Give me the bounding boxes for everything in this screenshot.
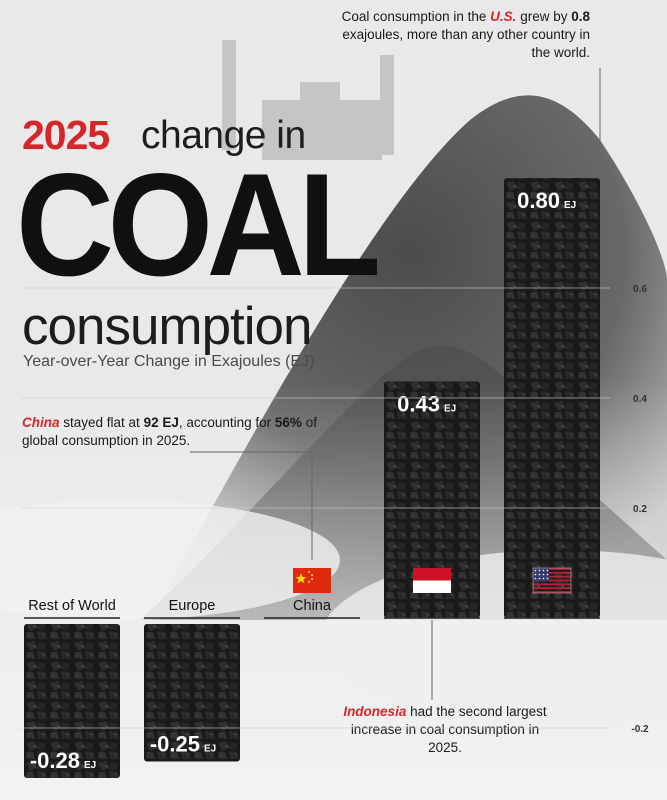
bar-europe [144, 624, 240, 762]
china-leader-line [190, 451, 313, 560]
china-note-text-b: , accounting for [178, 415, 275, 430]
title-coal: COAL [16, 143, 381, 306]
value-label-europe: -0.25 [150, 732, 200, 757]
y-tick-label-3: -0.2 [631, 724, 649, 735]
china-annotation: China stayed flat at 92 EJ, accounting f… [22, 414, 322, 450]
us-note-text-b: grew by [516, 9, 572, 24]
value-unit-rest-of-world: EJ [84, 760, 96, 771]
title-change-in: change in [141, 114, 306, 157]
china-flag-icon [293, 568, 331, 593]
category-label-europe: Europe [169, 598, 216, 614]
us-flag-icon [532, 567, 572, 594]
china-note-share: 56% [274, 415, 302, 430]
category-label-china: China [293, 598, 332, 614]
category-label-rest-of-world: Rest of World [28, 598, 116, 614]
value-label-indonesia: 0.43 [397, 392, 440, 417]
china-note-text-c: of global consumption in 2025. [22, 415, 317, 448]
indonesia-note-text: had the second largest increase in coal … [350, 704, 547, 755]
us-note-value: 0.8 [571, 9, 590, 24]
china-note-text-a: stayed flat at [59, 415, 144, 430]
chart-subtitle: Year-over-Year Change in Exajoules (EJ) [23, 353, 315, 370]
us-note-text-a: Coal consumption in the [341, 9, 491, 24]
value-unit-indonesia: EJ [444, 404, 456, 415]
indonesia-annotation: Indonesia had the second largest increas… [335, 703, 555, 757]
bar-indonesia [384, 381, 480, 618]
title-year: 2025 [22, 112, 110, 158]
indonesia-note-country: Indonesia [343, 704, 407, 719]
value-unit-u-s: EJ [564, 200, 576, 211]
us-note-country: U.S. [490, 9, 517, 24]
indonesia-flag-icon [413, 568, 451, 593]
value-label-u-s: 0.80 [517, 188, 560, 213]
title-consumption: consumption [22, 297, 313, 356]
china-note-country: China [22, 415, 60, 430]
china-note-value: 92 EJ [143, 415, 179, 430]
factory-silhouette [222, 40, 394, 160]
us-note-text-c: exajoules, more than any other country i… [342, 27, 590, 60]
us-annotation: Coal consumption in the U.S. grew by 0.8… [330, 8, 590, 62]
value-unit-europe: EJ [204, 744, 216, 755]
y-tick-label-2: 0.2 [633, 504, 647, 515]
y-tick-label-1: 0.4 [633, 394, 647, 405]
y-tick-label-0: 0.6 [633, 284, 647, 295]
value-label-rest-of-world: -0.28 [30, 748, 80, 773]
bar-rest-of-world [24, 624, 120, 778]
